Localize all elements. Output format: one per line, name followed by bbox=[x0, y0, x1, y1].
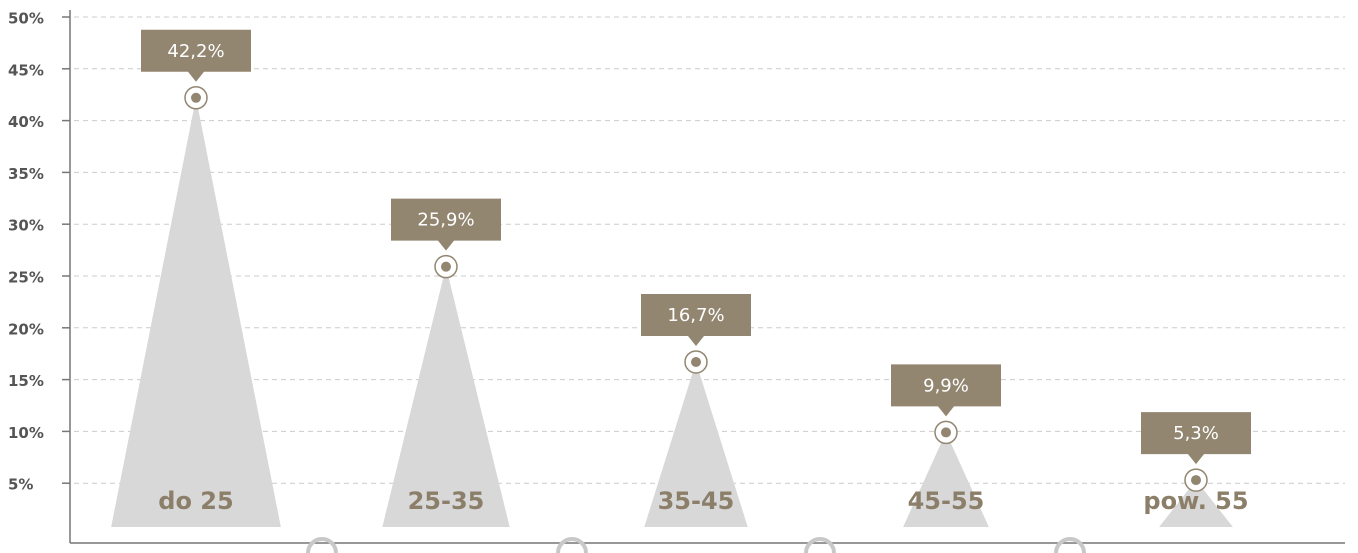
bar bbox=[1159, 480, 1233, 527]
marker-dot bbox=[691, 356, 701, 367]
y-tick-label: 15% bbox=[8, 372, 44, 390]
value-label-box bbox=[1141, 412, 1251, 465]
y-tick-label: 30% bbox=[8, 217, 44, 235]
value-label-box bbox=[141, 29, 251, 82]
bar bbox=[903, 432, 989, 527]
y-tick-label: 10% bbox=[8, 424, 44, 442]
y-tick-label: 50% bbox=[8, 10, 44, 28]
category-label: 25-35 bbox=[408, 487, 485, 515]
decorations bbox=[306, 537, 1086, 553]
y-tick-label: 45% bbox=[8, 61, 44, 79]
category-label: 45-55 bbox=[908, 487, 985, 515]
y-tick-label: 40% bbox=[8, 113, 44, 131]
bar bbox=[644, 361, 748, 527]
value-label-box bbox=[391, 198, 501, 251]
marker-dot bbox=[441, 261, 451, 272]
value-label: 25,9% bbox=[417, 210, 474, 231]
marker-dot bbox=[191, 92, 201, 103]
value-label: 42,2% bbox=[167, 41, 224, 62]
value-label: 16,7% bbox=[667, 305, 724, 326]
marker-dot bbox=[941, 427, 951, 438]
bar bbox=[382, 266, 510, 527]
value-label-box bbox=[641, 293, 751, 346]
value-label-box bbox=[891, 364, 1001, 417]
arc bbox=[306, 537, 338, 553]
category-label: pow. 55 bbox=[1143, 487, 1248, 515]
value-label: 9,9% bbox=[923, 375, 969, 396]
bar bbox=[111, 97, 281, 528]
y-tick-label: 25% bbox=[8, 269, 44, 287]
y-tick-label: 20% bbox=[8, 320, 44, 338]
marker-dot bbox=[1191, 475, 1201, 486]
category-label: do 25 bbox=[158, 487, 233, 515]
y-tick-label: 35% bbox=[8, 165, 44, 183]
category-label: 35-45 bbox=[658, 487, 735, 515]
y-tick-label: 5% bbox=[8, 476, 33, 494]
arc bbox=[556, 537, 588, 553]
arc bbox=[804, 537, 836, 553]
value-label: 5,3% bbox=[1173, 423, 1219, 444]
arc bbox=[1054, 537, 1086, 553]
